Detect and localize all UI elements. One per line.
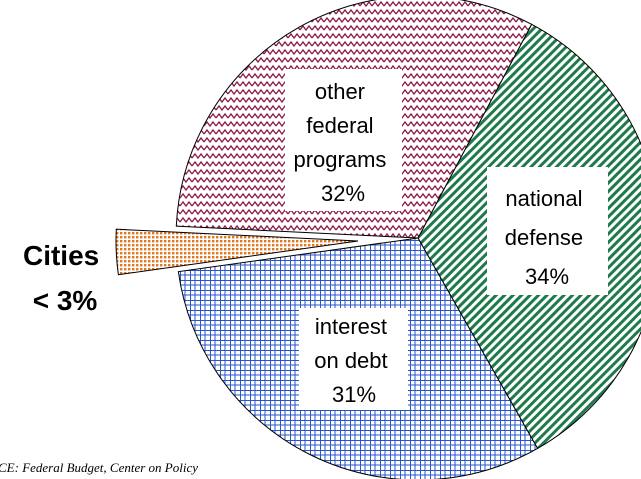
slice-label-line: other (315, 79, 365, 104)
slice-label-value: 34% (525, 264, 569, 289)
slice-label-text: interest on debt 31% (314, 314, 394, 407)
slice-label-line: interest (315, 314, 387, 339)
cities-label-value: < 3% (33, 285, 98, 316)
label-cities: Cities < 3% (23, 240, 107, 316)
slice-label-line: federal (306, 113, 373, 138)
slice-label-line: national (505, 186, 582, 211)
source-note: CE: Federal Budget, Center on Policy (0, 460, 198, 475)
pie-slice-cities (115, 228, 359, 276)
cities-label-name: Cities (23, 240, 99, 271)
slice-label-text: other federal programs 32% (293, 79, 392, 206)
slice-label-value: 32% (321, 181, 365, 206)
slice-label-line: programs (293, 147, 386, 172)
cities-label-text: Cities < 3% (23, 240, 107, 316)
label-other-federal-programs: other federal programs 32% (285, 69, 402, 211)
slice-label-line: defense (505, 225, 583, 250)
slice-label-value: 31% (332, 382, 376, 407)
slice-label-line: on debt (314, 348, 387, 373)
slice-label-text: national defense 34% (505, 186, 589, 289)
label-national-defense: national defense 34% (487, 167, 608, 295)
label-interest-on-debt: interest on debt 31% (299, 308, 408, 410)
